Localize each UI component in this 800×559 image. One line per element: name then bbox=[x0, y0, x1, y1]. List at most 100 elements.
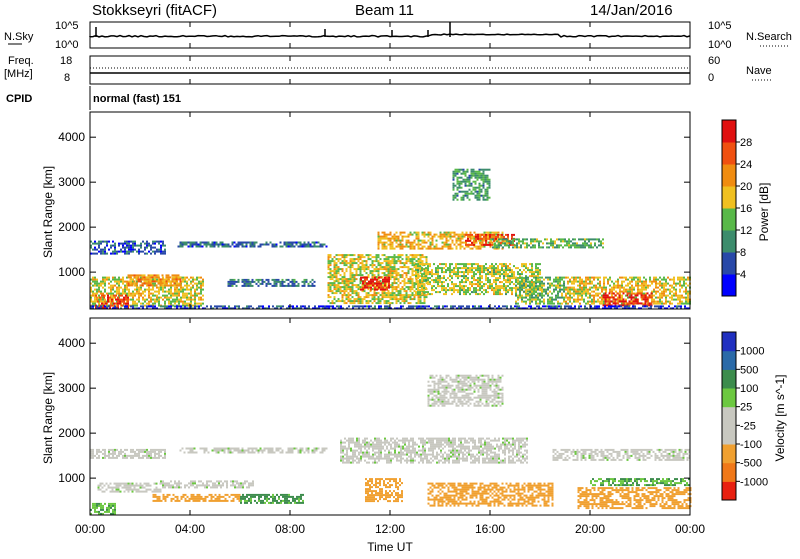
data-cell bbox=[234, 242, 236, 244]
data-cell bbox=[426, 305, 428, 307]
data-cell bbox=[398, 238, 400, 240]
data-cell bbox=[578, 238, 580, 240]
data-cell bbox=[414, 305, 416, 307]
data-cell bbox=[581, 291, 583, 293]
data-cell bbox=[554, 242, 556, 244]
data-cell bbox=[356, 274, 358, 276]
data-cell bbox=[152, 251, 154, 253]
data-cell bbox=[498, 242, 500, 244]
data-cell bbox=[214, 244, 216, 246]
data-cell bbox=[288, 279, 290, 281]
data-cell bbox=[481, 285, 483, 287]
data-cell bbox=[200, 244, 202, 246]
data-cell bbox=[485, 236, 487, 238]
data-cell bbox=[394, 272, 396, 274]
data-cell bbox=[96, 285, 98, 287]
data-cell bbox=[677, 277, 679, 279]
data-cell bbox=[117, 297, 119, 299]
data-cell bbox=[621, 297, 623, 299]
data-cell bbox=[244, 279, 246, 281]
data-cell bbox=[176, 305, 178, 307]
data-cell bbox=[102, 283, 104, 285]
data-cell bbox=[501, 281, 503, 283]
data-cell bbox=[408, 272, 410, 274]
data-cell bbox=[364, 287, 366, 289]
data-cell bbox=[116, 293, 118, 295]
data-cell bbox=[558, 238, 560, 240]
data-cell bbox=[334, 274, 336, 276]
data-cell bbox=[162, 291, 164, 293]
data-cell bbox=[156, 284, 158, 286]
data-cell bbox=[392, 282, 394, 284]
data-cell bbox=[541, 277, 543, 279]
data-cell bbox=[486, 232, 488, 234]
data-cell bbox=[236, 281, 238, 283]
data-cell bbox=[526, 242, 528, 244]
data-cell bbox=[112, 293, 114, 295]
data-cell bbox=[364, 298, 366, 300]
data-cell bbox=[158, 249, 160, 251]
data-cell bbox=[228, 246, 230, 248]
data-cell bbox=[396, 236, 398, 238]
data-cell bbox=[202, 246, 204, 248]
data-cell bbox=[384, 242, 386, 244]
data-cell bbox=[424, 302, 426, 304]
data-cell bbox=[491, 271, 493, 273]
data-cell bbox=[471, 244, 473, 246]
data-cell bbox=[180, 280, 182, 282]
data-cell bbox=[502, 246, 504, 248]
data-cell bbox=[427, 267, 429, 269]
data-cell bbox=[550, 242, 552, 244]
data-cell bbox=[122, 279, 124, 281]
data-cell bbox=[483, 199, 485, 201]
data-cell bbox=[342, 270, 344, 272]
ytick-label: 1000 bbox=[58, 265, 85, 279]
data-cell bbox=[438, 236, 440, 238]
data-cell bbox=[92, 295, 94, 297]
data-cell bbox=[432, 242, 434, 244]
data-cell bbox=[400, 294, 402, 296]
data-cell bbox=[619, 287, 621, 289]
data-cell bbox=[583, 293, 585, 295]
data-cell bbox=[100, 253, 102, 255]
data-cell bbox=[461, 187, 463, 189]
data-cell bbox=[462, 236, 464, 238]
data-cell bbox=[603, 285, 605, 287]
data-cell bbox=[196, 277, 198, 279]
data-cell bbox=[453, 271, 455, 273]
data-cell bbox=[162, 295, 164, 297]
data-cell bbox=[350, 286, 352, 288]
data-cell bbox=[334, 284, 336, 286]
data-cell bbox=[416, 280, 418, 282]
data-cell bbox=[120, 249, 122, 251]
data-cell bbox=[424, 256, 426, 258]
data-cell bbox=[489, 183, 491, 185]
data-cell bbox=[673, 281, 675, 283]
data-cell bbox=[625, 300, 627, 302]
data-cell bbox=[481, 189, 483, 191]
data-cell bbox=[330, 270, 332, 272]
data-cell bbox=[114, 491, 116, 493]
data-cell bbox=[459, 191, 461, 193]
data-cell bbox=[489, 279, 491, 281]
data-cell bbox=[599, 297, 601, 299]
data-cell bbox=[390, 264, 392, 266]
data-cell bbox=[266, 283, 268, 285]
data-cell bbox=[388, 300, 390, 302]
data-cell bbox=[360, 270, 362, 272]
data-cell bbox=[491, 275, 493, 277]
data-cell bbox=[408, 302, 410, 304]
data-cell bbox=[170, 291, 172, 293]
data-cell bbox=[473, 263, 475, 265]
data-cell bbox=[463, 195, 465, 197]
data-cell bbox=[164, 253, 166, 255]
data-cell bbox=[124, 485, 126, 487]
data-cell bbox=[501, 265, 503, 267]
data-cell bbox=[170, 303, 172, 305]
data-cell bbox=[446, 305, 448, 307]
data-cell bbox=[477, 193, 479, 195]
data-cell bbox=[586, 242, 588, 244]
data-cell bbox=[334, 292, 336, 294]
data-cell bbox=[400, 302, 402, 304]
data-cell bbox=[390, 262, 392, 264]
